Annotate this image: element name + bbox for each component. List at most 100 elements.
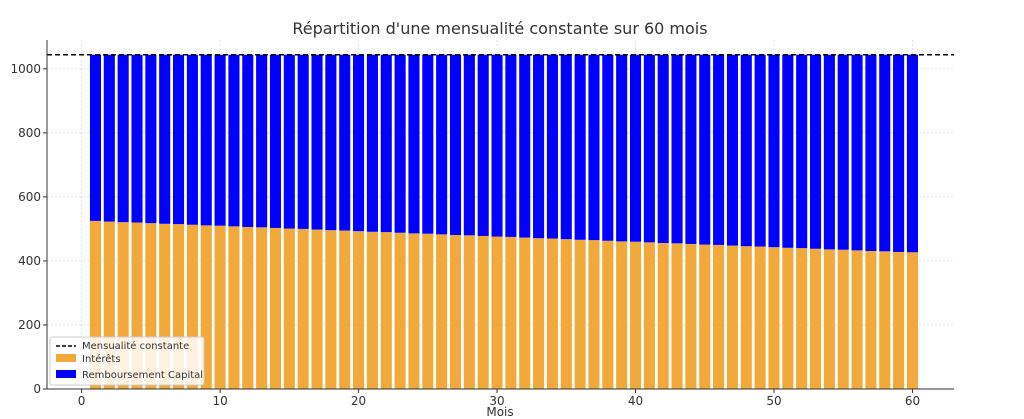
bar-capital <box>311 54 323 230</box>
bar-interets <box>89 220 102 389</box>
bar-interets <box>533 238 545 389</box>
y-tick-label: 800 <box>18 126 41 140</box>
bar-interets <box>754 246 766 389</box>
x-tick-label: 0 <box>78 394 86 408</box>
bar-interets <box>796 248 808 389</box>
y-tick-label: 1000 <box>10 62 41 76</box>
legend: Mensualité constante Intérêts Remboursem… <box>49 336 205 386</box>
bar-interets <box>699 244 711 389</box>
y-tick-label: 400 <box>18 254 41 268</box>
bar-interets <box>311 229 323 389</box>
bar-capital <box>283 54 295 229</box>
bar-interets <box>228 226 240 389</box>
bar-capital <box>851 54 863 251</box>
bar-capital <box>879 54 891 252</box>
bar-capital <box>796 54 808 249</box>
x-tick-labels: 0 10 20 30 40 50 60 <box>78 389 920 408</box>
bar-capital <box>533 54 545 239</box>
bar-capital <box>560 54 572 240</box>
bar-interets <box>616 241 628 389</box>
bar-interets <box>242 226 254 389</box>
bar-interets <box>353 231 365 389</box>
bars-group <box>89 54 918 389</box>
bar-interets <box>726 245 738 389</box>
bar-interets <box>823 249 835 389</box>
bar-interets <box>588 240 600 389</box>
bar-interets <box>214 225 226 389</box>
x-axis-label: Mois <box>486 405 513 419</box>
x-tick-label: 20 <box>351 394 366 408</box>
bar-interets <box>809 248 822 389</box>
bar-capital <box>103 54 115 222</box>
bar-capital <box>380 54 392 233</box>
bar-interets <box>449 234 462 389</box>
bar-interets <box>366 231 378 389</box>
bar-capital <box>505 54 517 237</box>
bar-interets <box>173 224 185 389</box>
bar-capital <box>145 54 157 224</box>
bar-capital <box>823 54 835 250</box>
bar-capital <box>671 54 683 244</box>
x-tick-label: 60 <box>905 394 920 408</box>
bar-capital <box>685 54 697 244</box>
bar-interets <box>505 236 517 389</box>
bar-interets <box>380 232 392 389</box>
bar-interets <box>643 242 655 389</box>
bar-capital <box>726 54 738 246</box>
bar-capital <box>159 54 171 224</box>
legend-label-interets: Intérêts <box>82 353 121 365</box>
bar-capital <box>449 54 462 235</box>
bar-interets <box>629 241 642 389</box>
bar-interets <box>893 251 905 389</box>
legend-label-capital: Remboursement Capital <box>82 370 203 381</box>
bar-capital <box>422 54 434 234</box>
bar-interets <box>339 230 351 389</box>
bar-interets <box>283 228 295 389</box>
bar-capital <box>242 54 254 227</box>
bar-interets <box>671 243 683 389</box>
bar-interets <box>297 228 309 389</box>
bar-interets <box>422 233 434 389</box>
bar-interets <box>768 247 780 389</box>
bar-interets <box>491 236 503 389</box>
bar-interets <box>394 232 406 389</box>
bar-capital <box>214 54 226 226</box>
bar-interets <box>740 246 752 389</box>
chart-title: Répartition d'une mensualité constante s… <box>292 19 707 38</box>
bar-capital <box>339 54 351 231</box>
bar-interets <box>782 247 794 389</box>
bar-interets <box>560 239 572 389</box>
legend-swatch-interets <box>56 354 76 362</box>
bar-interets <box>436 234 448 389</box>
bar-interets <box>574 239 586 389</box>
bar-capital <box>256 54 268 228</box>
bar-capital <box>477 54 489 236</box>
bar-capital <box>657 54 669 243</box>
axes-group <box>46 40 954 390</box>
bar-capital <box>519 54 531 238</box>
bar-capital <box>297 54 309 229</box>
bar-capital <box>353 54 365 232</box>
bar-interets <box>546 238 558 389</box>
bar-capital <box>408 54 420 234</box>
bar-capital <box>643 54 655 243</box>
bar-interets <box>117 222 129 389</box>
x-tick-label: 10 <box>212 394 227 408</box>
bar-interets <box>186 224 198 389</box>
bar-capital <box>588 54 600 241</box>
y-tick-label: 600 <box>18 190 41 204</box>
bar-capital <box>602 54 614 241</box>
bar-interets <box>159 223 171 389</box>
bar-interets <box>131 222 143 389</box>
bar-interets <box>103 221 115 389</box>
bar-interets <box>269 227 282 389</box>
bar-interets <box>519 237 531 389</box>
bar-capital <box>809 54 822 249</box>
bar-capital <box>713 54 725 245</box>
bar-capital <box>186 54 198 225</box>
bar-interets <box>906 252 918 389</box>
bar-capital <box>699 54 711 245</box>
bar-interets <box>851 250 863 389</box>
bar-capital <box>893 54 905 252</box>
